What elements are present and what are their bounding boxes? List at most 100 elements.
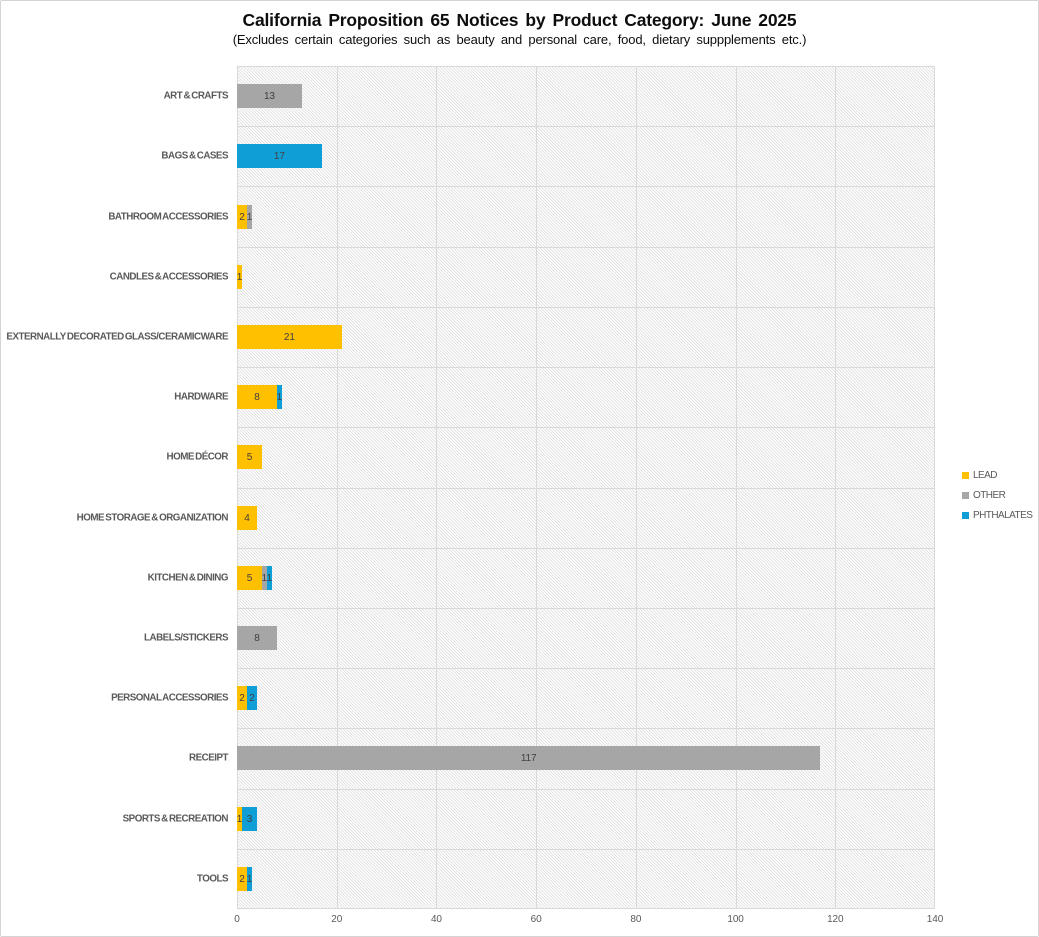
data-label: 1 (276, 391, 283, 403)
bar-segment-lead: 5 (237, 445, 262, 469)
data-label: 1 (246, 873, 253, 885)
category-label: LABELS/STICKERS (144, 632, 228, 644)
hatch-lines (237, 66, 935, 909)
value-axis-tick-label: 140 (926, 914, 944, 925)
category-label: HOME STORAGE & ORGANIZATION (76, 512, 229, 524)
vertical-gridline (536, 66, 537, 909)
legend-label: OTHER (973, 490, 1006, 502)
category-label: KITCHEN & DINING (147, 572, 229, 584)
bar-segment-phthalates: 1 (267, 566, 272, 590)
bar-row: 8 (237, 626, 277, 650)
bar-segment-other: 13 (237, 84, 302, 108)
bar-segment-lead: 5 (237, 566, 262, 590)
bar-segment-other: 1 (247, 205, 252, 229)
legend-item-lead: LEAD (962, 465, 1032, 485)
bar-segment-other: 117 (237, 746, 821, 770)
value-axis-tick-label: 20 (331, 914, 343, 925)
horizontal-gridline (237, 66, 935, 67)
value-axis-tick-label: 60 (530, 914, 542, 925)
horizontal-gridline (237, 849, 935, 850)
bar-row: 21 (237, 325, 342, 349)
data-label: 1 (246, 211, 253, 223)
data-label: 117 (520, 752, 537, 764)
bar-segment-lead: 2 (237, 686, 247, 710)
data-label: 13 (263, 90, 275, 102)
bar-row: 117 (237, 746, 821, 770)
bar-segment-lead: 2 (237, 205, 247, 229)
bar-row: 4 (237, 506, 257, 530)
data-label: 1 (266, 572, 273, 584)
value-axis-tick-label: 80 (630, 914, 642, 925)
data-label: 1 (236, 271, 243, 283)
legend-label: PHTHALATES (973, 510, 1033, 522)
vertical-gridline (835, 66, 836, 909)
horizontal-gridline (237, 608, 935, 609)
bar-segment-lead: 2 (237, 867, 247, 891)
value-axis-tick-label: 100 (727, 914, 744, 925)
legend-swatch-icon (962, 492, 969, 500)
category-label: CANDLES & ACCESSORIES (109, 271, 229, 283)
legend-item-other: OTHER (962, 485, 1032, 505)
horizontal-gridline (237, 307, 935, 308)
bar-segment-lead: 21 (237, 325, 342, 349)
vertical-gridline (934, 66, 935, 909)
horizontal-gridline (237, 126, 935, 127)
category-label: RECEIPT (189, 752, 228, 764)
chart-title: California Proposition 65 Notices by Pro… (242, 10, 797, 30)
category-label: BATHROOM ACCESSORIES (108, 211, 228, 223)
legend-swatch-icon (962, 512, 969, 520)
category-label: TOOLS (196, 873, 229, 885)
horizontal-gridline (237, 247, 935, 248)
horizontal-gridline (237, 789, 935, 790)
data-label: 3 (246, 813, 253, 825)
vertical-gridline (636, 66, 637, 909)
horizontal-gridline (237, 427, 935, 428)
bar-row: 1 (237, 265, 242, 289)
horizontal-gridline (237, 488, 935, 489)
bar-segment-lead: 1 (237, 265, 242, 289)
data-label: 4 (244, 512, 250, 524)
legend-swatch-icon (962, 471, 969, 479)
data-label: 2 (249, 692, 255, 704)
plot-area: 13 17 2 1 1 21 8 1 5 4 5 1 1 8 2 2 117 1 3 2 1 (237, 66, 935, 909)
legend-label: LEAD (973, 469, 997, 481)
category-label: HARDWARE (174, 391, 228, 403)
bar-segment-phthalates: 3 (241, 807, 257, 831)
bar-segment-phthalates: 17 (237, 144, 322, 168)
bar-segment-lead: 8 (237, 385, 277, 409)
category-label: BAGS & CASES (161, 150, 228, 162)
horizontal-gridline (237, 728, 935, 729)
bar-segment-phthalates: 1 (277, 385, 282, 409)
chart-subtitle: (Excludes certain categories such as bea… (232, 32, 807, 47)
bar-segment-lead: 4 (237, 506, 257, 530)
data-label: 5 (246, 572, 253, 584)
vertical-gridline (736, 66, 737, 909)
horizontal-gridline (237, 908, 935, 909)
bar-segment-phthalates: 1 (247, 867, 252, 891)
data-label: 2 (239, 211, 245, 223)
legend-item-phthalates: PHTHALATES (962, 506, 1033, 526)
vertical-gridline (337, 66, 338, 909)
value-axis-tick-label: 120 (827, 914, 844, 925)
horizontal-gridline (237, 367, 935, 368)
vertical-gridline (436, 66, 437, 909)
legend: LEAD OTHER PHTHALATES (962, 465, 1033, 526)
data-label: 2 (239, 873, 245, 885)
horizontal-gridline (237, 186, 935, 187)
bar-row: 13 (237, 84, 302, 108)
data-label: 5 (246, 451, 253, 463)
horizontal-gridline (237, 548, 935, 549)
value-axis-tick-label: 40 (430, 914, 442, 925)
bar-row: 5 (237, 445, 262, 469)
bar-segment-phthalates: 2 (246, 686, 257, 710)
category-label: HOME DÉCOR (166, 451, 229, 463)
horizontal-gridline (237, 668, 935, 669)
data-label: 8 (254, 391, 260, 403)
data-label: 8 (254, 632, 260, 644)
